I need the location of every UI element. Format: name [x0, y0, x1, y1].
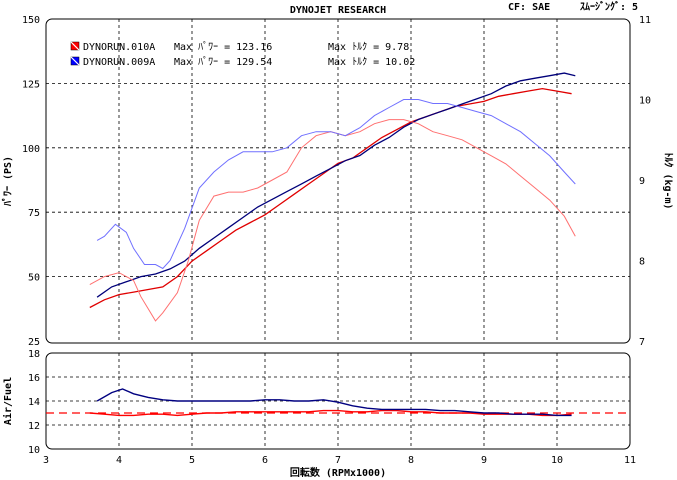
af-tick-label: 10	[28, 445, 40, 456]
torque-line-dynorun010a	[89, 119, 576, 322]
power-tick-label: 50	[28, 273, 40, 284]
legend-swatch-run1-slash	[70, 41, 80, 51]
af-series	[46, 388, 630, 417]
af-ticks: 10 12 14 16 18	[28, 349, 40, 456]
power-torque-panel: 25 50 75 100 125 150 7 8 9 10 11 DYNORUN.010A Max …	[1, 15, 674, 348]
af-tick-label: 18	[28, 349, 40, 360]
af-tick-label: 12	[28, 421, 40, 432]
power-line-dynorun009a	[96, 72, 576, 298]
torque-tick-label: 9	[639, 176, 645, 187]
x-axis-ticks: 3 4 5 6 7 8 9 10 11	[43, 455, 636, 466]
rpm-tick-label: 8	[408, 455, 414, 466]
cf-label: CF: SAE	[508, 2, 550, 13]
smoothing-label: ｽﾑｰｼﾞﾝｸﾞ: 5	[580, 0, 638, 13]
rpm-tick-label: 11	[624, 455, 636, 466]
torque-axis-label: ﾄﾙｸ (kg-m)	[662, 152, 674, 209]
power-tick-label: 125	[22, 79, 40, 90]
air-fuel-panel: 10 12 14 16 18 Air/Fuel	[2, 349, 631, 456]
legend: DYNORUN.010A Max ﾊﾟﾜｰ = 123.16 Max ﾄﾙｸ =…	[70, 41, 415, 68]
power-tick-label: 100	[22, 144, 40, 155]
torque-line-dynorun009a	[96, 99, 576, 270]
rpm-tick-label: 4	[116, 455, 122, 466]
rpm-tick-label: 5	[189, 455, 195, 466]
legend-run2-max-power: Max ﾊﾟﾜｰ = 129.54	[174, 56, 272, 68]
legend-run1-max-torque: Max ﾄﾙｸ = 9.78	[328, 41, 409, 53]
af-axis-label: Air/Fuel	[2, 377, 14, 425]
legend-run2-max-torque: Max ﾄﾙｸ = 10.02	[328, 56, 415, 68]
torque-tick-label: 10	[639, 96, 651, 107]
rpm-tick-label: 3	[43, 455, 49, 466]
torque-tick-label: 7	[639, 337, 645, 348]
torque-tick-label: 11	[639, 15, 651, 26]
chart-title: DYNOJET RESEARCH	[290, 5, 386, 16]
power-axis-label: ﾊﾟﾜｰ (PS)	[1, 156, 14, 207]
legend-run1-max-power: Max ﾊﾟﾜｰ = 123.16	[174, 41, 272, 53]
legend-swatch-run2-slash	[70, 56, 80, 66]
af-tick-label: 14	[28, 397, 40, 408]
main-ticks: 25 50 75 100 125 150 7 8 9 10 11	[22, 15, 651, 348]
legend-run2-name: DYNORUN.009A	[83, 57, 155, 68]
af-line-dynorun009a	[96, 388, 572, 417]
legend-run1-name: DYNORUN.010A	[83, 42, 155, 53]
power-tick-label: 25	[28, 337, 40, 348]
rpm-tick-label: 6	[262, 455, 268, 466]
af-line-dynorun010a	[89, 409, 572, 417]
af-grid	[46, 353, 630, 449]
rpm-tick-label: 9	[481, 455, 487, 466]
af-tick-label: 16	[28, 373, 40, 384]
power-tick-label: 75	[28, 208, 40, 219]
main-series	[89, 72, 576, 322]
rpm-tick-label: 7	[335, 455, 341, 466]
rpm-tick-label: 10	[551, 455, 563, 466]
torque-tick-label: 8	[639, 257, 645, 268]
x-axis-label: 回転数 (RPMx1000)	[290, 466, 386, 479]
power-tick-label: 150	[22, 15, 40, 26]
